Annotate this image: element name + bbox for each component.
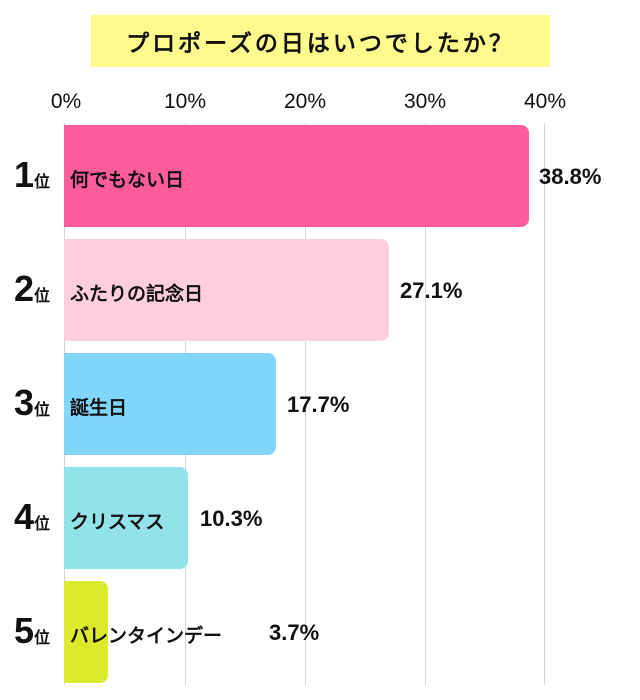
rank-suffix: 位: [34, 628, 51, 647]
gridline-30: [425, 123, 426, 685]
value-label-3: 17.7%: [287, 392, 350, 417]
x-tick-0: 0%: [50, 90, 82, 113]
x-tick-30: 30%: [403, 90, 447, 113]
chart-title-box: プロポーズの日はいつでしたか？: [91, 15, 550, 67]
rank-suffix: 位: [34, 514, 51, 533]
value-label-2: 27.1%: [400, 278, 463, 303]
x-tick-10: 10%: [163, 90, 207, 113]
bar-rank-3: [64, 353, 276, 455]
value-label-5: 3.7%: [269, 620, 320, 645]
value-label-4: 10.3%: [200, 506, 263, 531]
rank-number: 1: [14, 154, 34, 195]
rank-number: 5: [14, 610, 34, 651]
category-label-4: クリスマス: [70, 511, 165, 533]
bar-rank-2: [64, 239, 389, 341]
rank-suffix: 位: [34, 286, 51, 305]
rank-number: 2: [14, 268, 34, 309]
chart-title: プロポーズの日はいつでしたか？: [126, 31, 515, 57]
bar-rank-4: [64, 467, 188, 569]
rank-suffix: 位: [34, 400, 51, 419]
gridline-20: [305, 123, 306, 685]
rank-number: 3: [14, 382, 34, 423]
category-label-1: 何でもない日: [70, 169, 185, 191]
bar-rank-1: [64, 125, 529, 227]
category-label-2: ふたりの記念日: [70, 283, 204, 305]
bar-rank-5: [64, 581, 108, 683]
x-tick-40: 40%: [523, 90, 567, 113]
category-label-3: 誕生日: [70, 397, 128, 419]
gridline-40: [544, 123, 545, 685]
x-tick-20: 20%: [283, 90, 327, 113]
category-label-5: バレンタインデー: [70, 625, 223, 647]
rank-number: 4: [14, 496, 34, 537]
value-label-1: 38.8%: [539, 164, 602, 189]
rank-suffix: 位: [34, 172, 51, 191]
